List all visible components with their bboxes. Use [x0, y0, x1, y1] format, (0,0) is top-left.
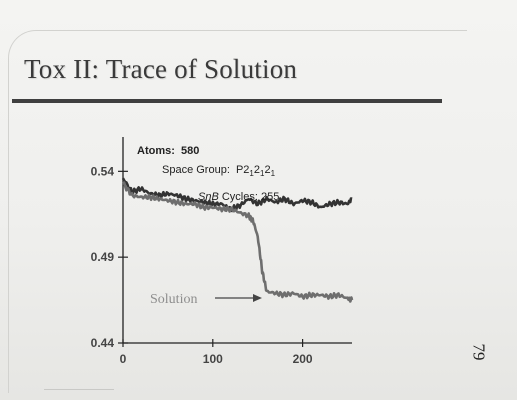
- y-tick-label: 0.54: [91, 164, 115, 178]
- series-line-2: [121, 181, 354, 303]
- snb-cycles-annotation: SnB Cycles: 255: [198, 191, 279, 203]
- space-group-annotation: Space Group: P212121: [162, 164, 276, 178]
- atoms-annotation: Atoms: 580: [137, 145, 199, 157]
- footer-mark: [44, 389, 114, 390]
- series-line-1: [121, 177, 353, 213]
- chart-annotations: Atoms: 580 Space Group: P212121 SnB Cycl…: [137, 145, 279, 307]
- title-underline: [12, 99, 442, 103]
- chart-ticks: 0.44 0.49 0.54 0 100 200: [91, 164, 313, 366]
- solution-arrow: [215, 294, 262, 302]
- x-tick-label: 0: [120, 352, 127, 366]
- slide-title: Tox II: Trace of Solution: [24, 54, 298, 84]
- chart-series: [121, 177, 354, 303]
- y-tick-label: 0.44: [91, 336, 115, 350]
- page-number: 79: [469, 343, 489, 361]
- x-tick-label: 200: [293, 352, 313, 366]
- solution-annotation: Solution: [150, 292, 197, 307]
- slide-frame: [8, 30, 467, 393]
- y-tick-label: 0.49: [91, 250, 115, 264]
- x-tick-label: 100: [203, 352, 223, 366]
